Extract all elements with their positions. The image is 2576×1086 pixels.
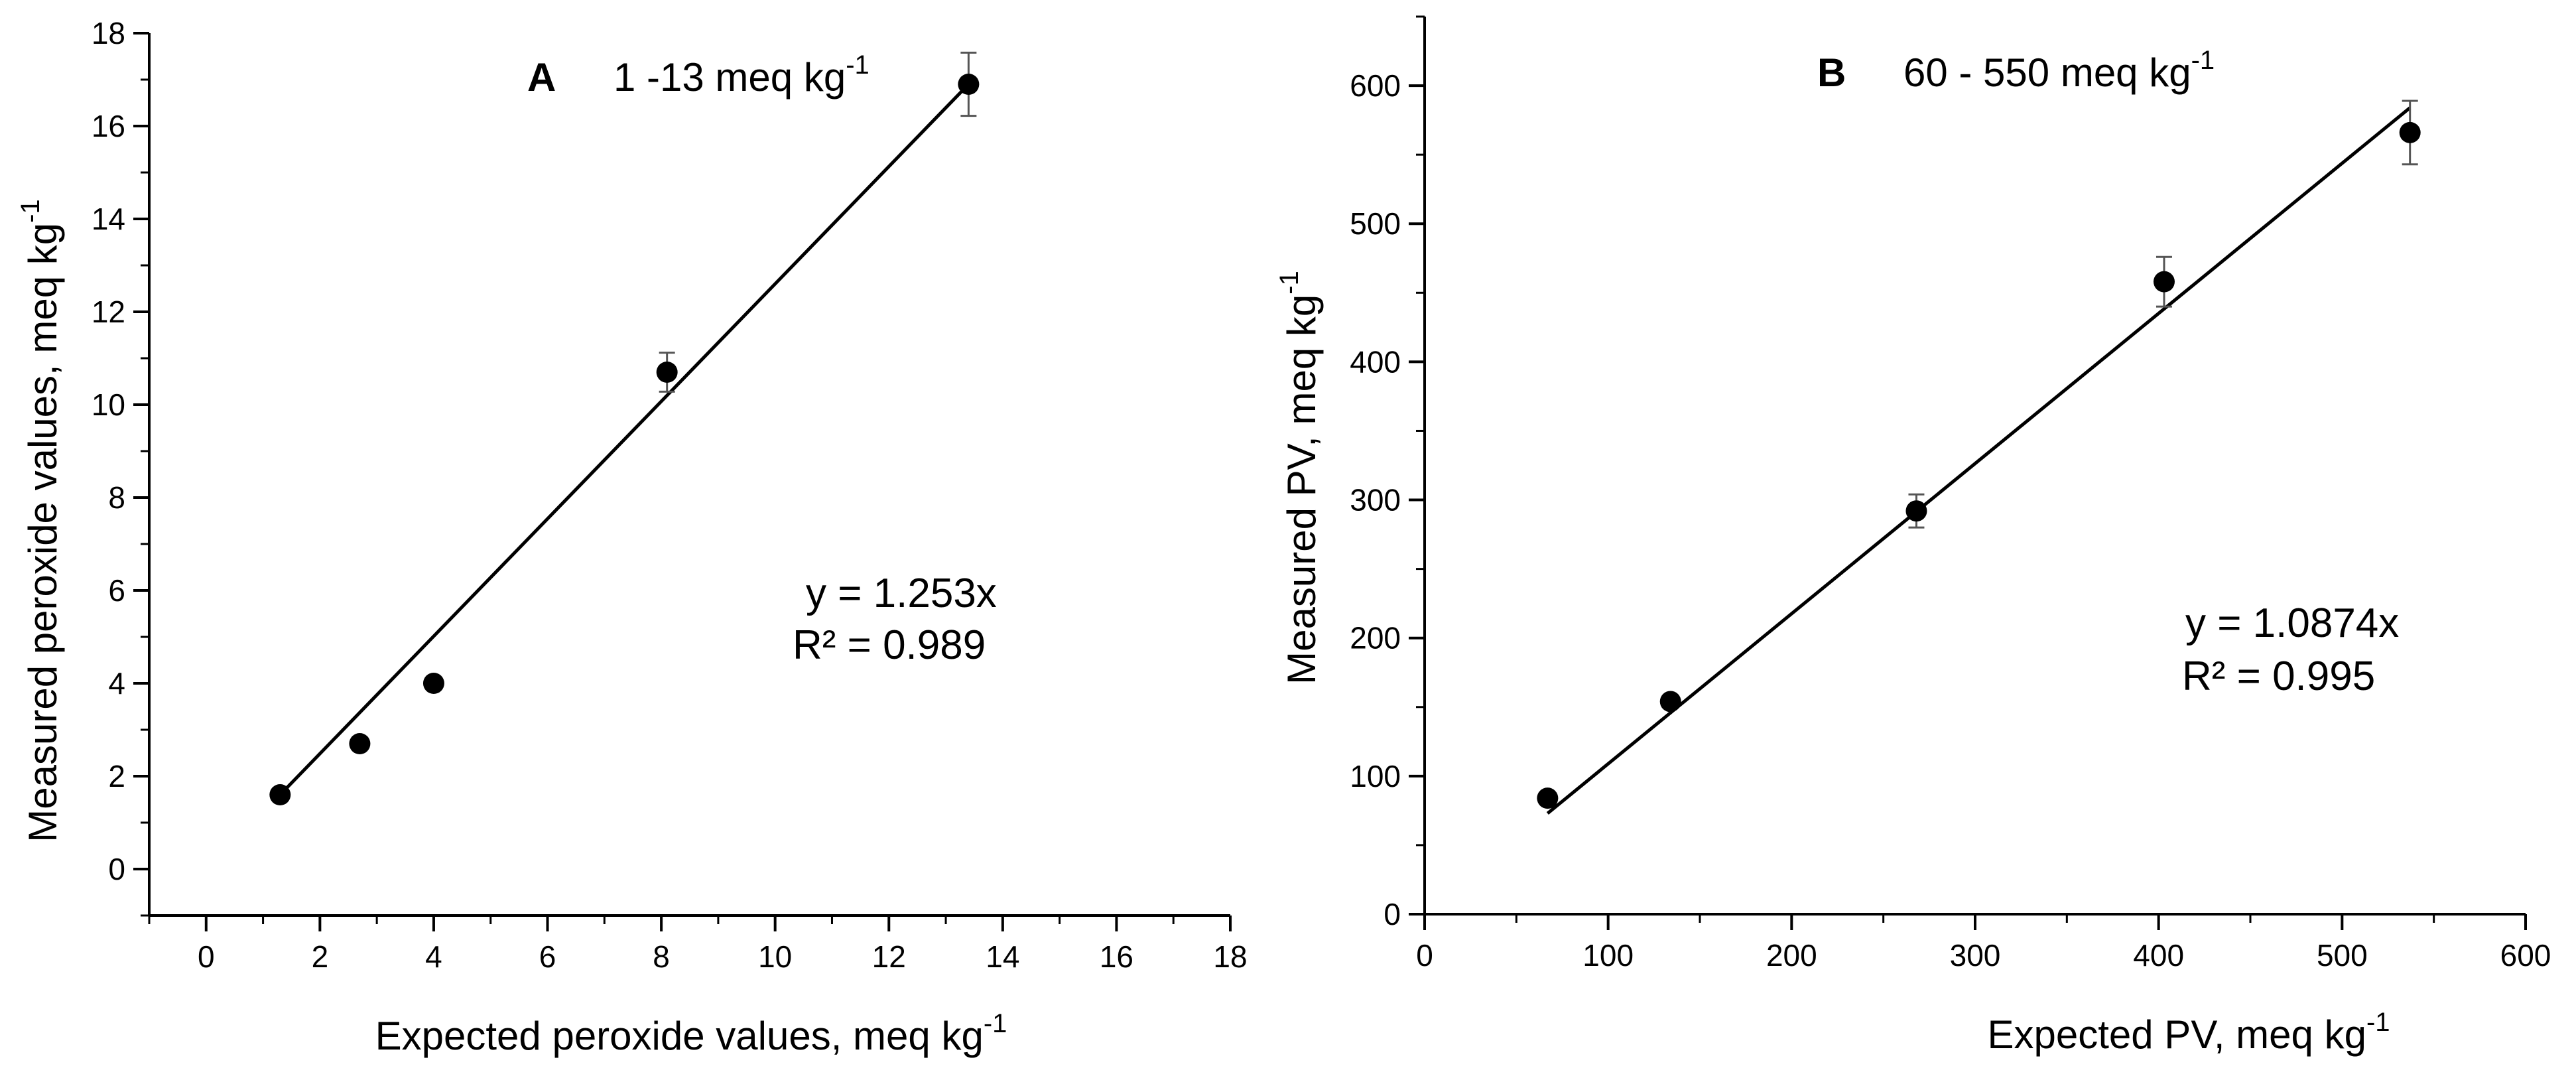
panel-a-y-tick-label: 4 xyxy=(108,666,125,701)
panel-b-x-tick-label: 200 xyxy=(1766,938,1817,973)
panel-b-y-tick-label: 100 xyxy=(1350,759,1401,793)
panel-a-y-tick-label: 14 xyxy=(92,202,125,236)
panel-a-y-tick-label: 18 xyxy=(92,16,125,50)
panel-b-x-tick-label: 400 xyxy=(2133,938,2184,973)
panel-b-y-tick-label: 400 xyxy=(1350,344,1401,379)
panel-a-r-squared: R² = 0.989 xyxy=(793,622,986,668)
panel-a-x-tick-label: 12 xyxy=(872,939,906,974)
panel-a-fit xyxy=(279,83,970,796)
panel-a-y-tick-label: 8 xyxy=(108,480,125,515)
panel-b-x-tick-label: 500 xyxy=(2317,938,2368,973)
panel-a-letter: A xyxy=(527,55,556,100)
panel-b-x-tick-label: 0 xyxy=(1416,938,1433,973)
panel-b-x-tick-label: 300 xyxy=(1950,938,2001,973)
panel-a-y-tick-label: 16 xyxy=(92,109,125,143)
panel-a-x-tick-label: 18 xyxy=(1213,939,1247,974)
panel-b-equation: y = 1.0874x xyxy=(2185,600,2399,646)
panel-b-x-tick-label: 600 xyxy=(2500,938,2551,973)
panel-a-x-tick-label: 4 xyxy=(425,939,442,974)
panel-a-data-point xyxy=(656,362,678,383)
panel-b-data-point xyxy=(1537,787,1559,809)
panel-a-y-tick-label: 6 xyxy=(108,573,125,608)
panel-b-data-point xyxy=(1659,691,1681,713)
panel-a-x-tick-label: 10 xyxy=(758,939,792,974)
panel-b-y-tick-label: 600 xyxy=(1350,68,1401,103)
panel-b-y-tick-label: 500 xyxy=(1350,206,1401,241)
panel-b-data-point xyxy=(2399,121,2421,143)
panel-b-ticks: 0 100 200 300 400 500 600 0 100 200 300 400 500 600 xyxy=(1350,15,2551,973)
panel-b: 0 100 200 300 400 500 600 0 100 200 300 400 500 600 B… xyxy=(1275,15,2551,1057)
panel-a-title: 1 -13 meq kg-1 xyxy=(613,50,869,100)
panel-a-ticks: 0 2 4 6 8 10 12 14 16 18 0 2 4 6 8 10 12 14 16 18 xyxy=(92,16,1248,974)
panel-a-x-tick-label: 6 xyxy=(539,939,556,974)
panel-b-x-axis-title: Expected PV, meq kg-1 xyxy=(1987,1008,2390,1057)
panel-a-data-point xyxy=(269,784,291,805)
panel-a-data-point xyxy=(349,733,371,754)
panel-a-fit-line xyxy=(279,83,970,796)
panel-b-points xyxy=(1537,100,2421,809)
panel-b-y-tick-label: 0 xyxy=(1384,897,1401,931)
panel-a-equation: y = 1.253x xyxy=(806,571,997,616)
panel-a-x-tick-label: 8 xyxy=(653,939,670,974)
panel-b-data-point xyxy=(1905,500,1927,522)
panel-a-data-point xyxy=(958,74,980,95)
panel-b-r-squared: R² = 0.995 xyxy=(2182,653,2375,699)
panel-a-x-tick-label: 16 xyxy=(1100,939,1133,974)
panel-b-data-point xyxy=(2153,271,2175,293)
panel-a-y-tick-label: 10 xyxy=(92,387,125,422)
panel-b-title: 60 - 550 meq kg-1 xyxy=(1903,46,2215,95)
panel-b-y-tick-label: 200 xyxy=(1350,621,1401,655)
panel-a: 0 2 4 6 8 10 12 14 16 18 0 2 4 6 8 10 12 14 16 18 A 1 -13 m… xyxy=(16,16,1248,1058)
panel-b-y-tick-label: 300 xyxy=(1350,483,1401,517)
panel-a-x-tick-label: 2 xyxy=(312,939,329,974)
panel-a-x-tick-label: 14 xyxy=(986,939,1019,974)
panel-a-x-axis-title: Expected peroxide values, meq kg-1 xyxy=(375,1009,1007,1058)
panel-a-y-tick-label: 12 xyxy=(92,295,125,329)
panel-a-y-tick-label: 2 xyxy=(108,759,125,793)
panel-a-data-point xyxy=(422,673,444,694)
panel-b-x-tick-label: 100 xyxy=(1582,938,1634,973)
panel-b-y-axis-title: Measured PV, meq kg-1 xyxy=(1275,271,1324,685)
panel-a-points xyxy=(269,51,980,805)
panel-a-y-axis-title: Measured peroxide values, meq kg-1 xyxy=(16,199,65,842)
panel-b-letter: B xyxy=(1817,50,1846,95)
panel-a-axes xyxy=(148,33,1230,917)
panel-b-fit xyxy=(1546,106,2412,815)
panel-a-x-tick-label: 0 xyxy=(198,939,215,974)
panel-a-y-tick-label: 0 xyxy=(108,852,125,886)
panel-b-fit-line xyxy=(1546,106,2412,815)
